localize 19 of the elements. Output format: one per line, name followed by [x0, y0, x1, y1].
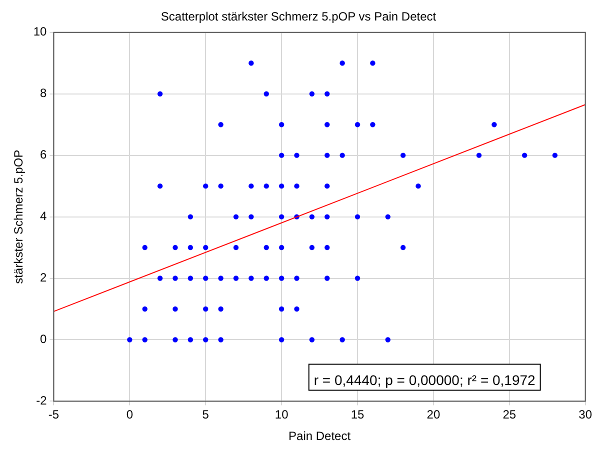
- annotation: r = 0,4440; p = 0,00000; r² = 0,1972: [314, 372, 536, 388]
- x-tick-label: 0: [126, 408, 134, 422]
- y-axis-title: stärkster Schmerz 5.pOP: [12, 150, 26, 284]
- x-tick-label: -5: [48, 408, 60, 422]
- y-tick-label: 4: [40, 209, 48, 224]
- y-tick-label: -2: [36, 394, 48, 408]
- x-axis-title: Pain Detect: [288, 429, 352, 444]
- y-tick-label: 10: [33, 24, 48, 39]
- chart-title: Scatterplot stärkster Schmerz 5.pOP vs Pain Detect: [160, 10, 437, 24]
- x-tick-label: 25: [502, 408, 516, 422]
- y-tick-label: 6: [40, 148, 48, 162]
- x-tick-label: 30: [578, 408, 592, 422]
- y-tick-label: 2: [40, 270, 48, 285]
- x-tick-label: 5: [202, 408, 210, 422]
- y-tick-label: 0: [40, 332, 48, 346]
- x-tick-label: 15: [350, 408, 364, 422]
- x-tick-label: 10: [274, 408, 289, 422]
- y-tick-label: 8: [40, 86, 48, 100]
- x-tick-label: 20: [426, 408, 440, 422]
